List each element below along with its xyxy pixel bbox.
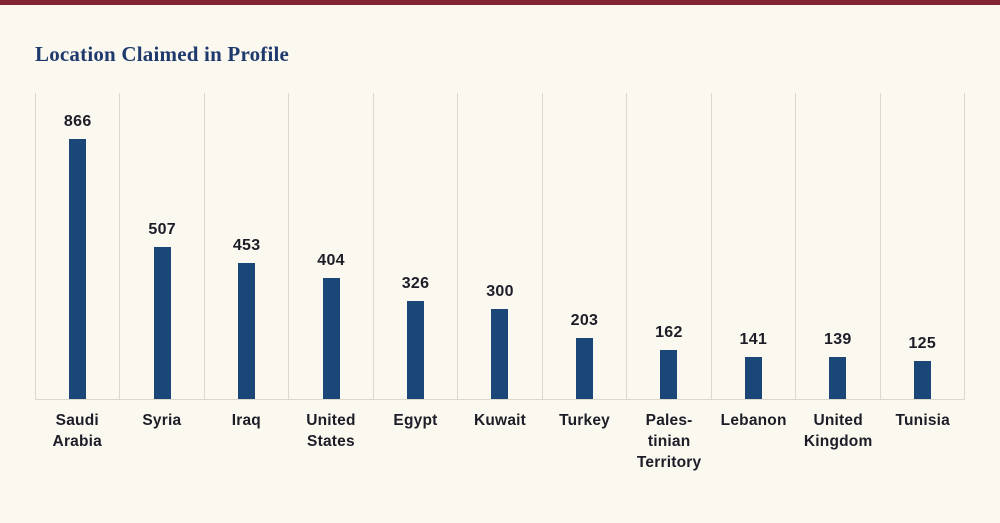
chart-title: Location Claimed in Profile [35, 42, 290, 66]
top-accent-bar [0, 0, 1000, 5]
value-label: 404 [317, 252, 345, 269]
value-label: 139 [824, 331, 852, 348]
chart-column: 866 [35, 93, 119, 399]
plot-area: 866 507 453 404 326 300 203 162 141 139 125 [35, 93, 965, 400]
chart-column: 507 [119, 93, 203, 399]
category-label: Saudi Arabia [52, 412, 102, 450]
value-label: 326 [401, 275, 430, 292]
category-label: Lebanon [720, 412, 787, 429]
value-label: 162 [655, 324, 683, 341]
chart-column: 141 [710, 93, 795, 399]
bar [829, 357, 847, 399]
category-label: Kuwait [474, 412, 527, 429]
chart-column: 300 [457, 93, 541, 399]
chart-column: 203 [541, 93, 626, 399]
category-label: Turkey [559, 412, 610, 429]
bar [491, 309, 509, 399]
chart-column: 125 [879, 93, 964, 399]
value-label: 300 [486, 283, 514, 300]
chart-column: 326 [372, 93, 457, 399]
value-label: 141 [739, 331, 768, 348]
category-label: Egypt [393, 412, 438, 429]
bar [322, 278, 340, 399]
category-labels: Saudi Arabia Syria Iraq United States Egypt K… [35, 400, 965, 474]
bar [238, 263, 256, 399]
bar [407, 301, 425, 399]
chart-column: 162 [626, 93, 710, 399]
bar [575, 338, 593, 399]
bar [69, 139, 87, 399]
category-label: Pales- tinian Territory [636, 412, 702, 471]
value-label: 125 [908, 335, 937, 352]
chart-column: 453 [203, 93, 288, 399]
category-label: Tunisia [895, 412, 950, 429]
value-label: 203 [570, 312, 599, 329]
category-label: United Kingdom [803, 412, 873, 450]
chart-column: 404 [288, 93, 372, 399]
chart-panel: Location Claimed in Profile 866 507 453 404… [35, 42, 965, 474]
bar [913, 361, 931, 399]
value-label: 453 [232, 237, 261, 254]
bar [744, 357, 762, 399]
value-label: 866 [63, 113, 92, 130]
category-label: Syria [142, 412, 182, 429]
chart-column: 139 [795, 93, 879, 399]
value-label: 507 [148, 221, 176, 238]
category-label: United States [306, 412, 356, 450]
bar [153, 247, 171, 399]
bar [660, 350, 678, 399]
category-label: Iraq [231, 412, 261, 429]
